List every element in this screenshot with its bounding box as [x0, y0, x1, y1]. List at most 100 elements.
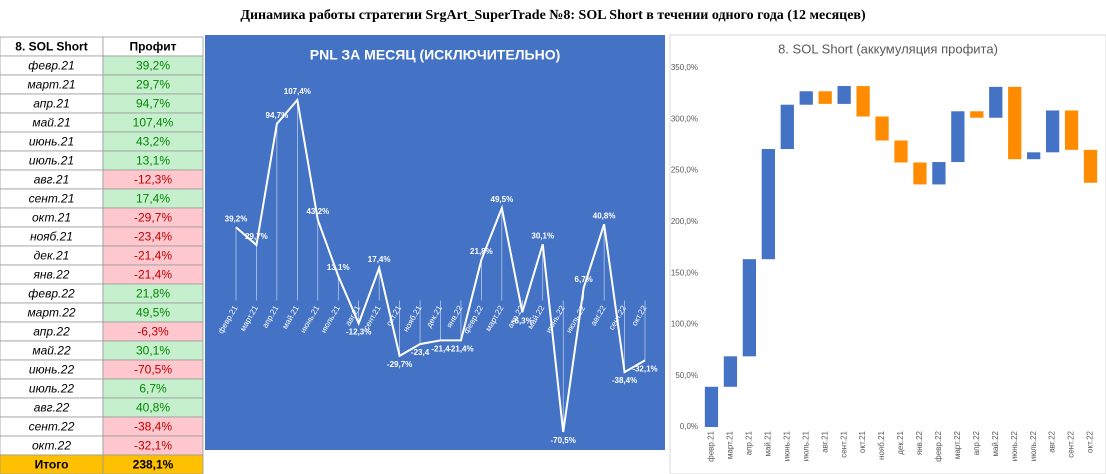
y-tick-label: 150,0% — [671, 268, 698, 277]
cell-text: Профит — [129, 40, 176, 54]
cell-text: 107,4% — [133, 116, 174, 130]
waterfall-bar — [1064, 110, 1079, 150]
cell-text: дек.21 — [34, 249, 70, 263]
cell-text: апр.22 — [33, 325, 70, 339]
data-label: -12,3% — [346, 327, 371, 336]
cell-text: май.22 — [32, 344, 71, 358]
waterfall-bar — [1027, 152, 1041, 160]
data-label: -70,5% — [551, 436, 576, 445]
data-label: -23,4 — [411, 348, 430, 357]
x-tick-label: сент.21 — [839, 430, 848, 457]
y-tick-label: 300,0% — [671, 114, 698, 123]
x-tick-label: окт.22 — [1086, 430, 1095, 452]
cell-text: май.21 — [32, 116, 70, 130]
chart-title: 8. SOL Short (аккумуляция профита) — [778, 41, 998, 56]
x-tick-label: апр.21 — [744, 430, 753, 455]
cell-text: 6,7% — [139, 382, 167, 396]
y-tick-label: 100,0% — [671, 320, 698, 329]
cell-text: 17,4% — [136, 192, 170, 206]
x-tick-label: нояб.21 — [877, 430, 886, 459]
cell-text: июль.22 — [29, 382, 75, 396]
cell-text: 29,7% — [136, 78, 170, 92]
x-tick-label: июль.22 — [1029, 430, 1038, 461]
cell-text: нояб.21 — [30, 230, 73, 244]
cell-text: июнь.21 — [29, 135, 74, 149]
cell-text: -70,5% — [134, 363, 172, 377]
cell-text: -32,1% — [134, 439, 172, 453]
x-tick-label: февр.21 — [707, 430, 716, 461]
chart-area — [205, 35, 665, 450]
waterfall-bar — [951, 111, 965, 163]
waterfall-bar — [704, 386, 719, 427]
cell-text: сент.21 — [29, 192, 75, 206]
waterfall-bar — [875, 116, 889, 141]
x-tick-label: авг.22 — [1048, 430, 1057, 452]
cell-text: Итого — [35, 458, 69, 472]
x-tick-label: июнь.22 — [1010, 430, 1019, 461]
waterfall-bar — [799, 91, 813, 105]
cell-text: апр.21 — [33, 97, 70, 111]
data-label: 30,1% — [531, 231, 554, 240]
waterfall-bar — [913, 162, 927, 185]
cell-text: 43,2% — [136, 135, 170, 149]
waterfall-bar — [837, 86, 851, 104]
cell-text: 49,5% — [136, 306, 170, 320]
waterfall-bar — [1083, 149, 1098, 183]
waterfall-bar — [894, 140, 908, 163]
cell-text: 94,7% — [136, 97, 170, 111]
cell-text: июль.21 — [29, 154, 74, 168]
data-label: 40,8% — [593, 211, 616, 220]
cell-text: -21,4% — [134, 268, 172, 282]
pnl-line — [235, 97, 646, 433]
cell-text: 21,8% — [136, 287, 170, 301]
data-label: 29,7% — [245, 232, 268, 241]
cell-text: -21,4% — [134, 249, 172, 263]
cell-text: сент.22 — [29, 420, 75, 434]
data-label: 6,7% — [575, 275, 593, 284]
data-label: 39,2% — [225, 214, 248, 223]
cell-text: 238,1% — [133, 458, 174, 472]
cell-text: 8. SOL Short — [15, 40, 87, 54]
data-label: 49,5% — [491, 195, 514, 204]
x-tick-label: февр.22 — [934, 430, 943, 461]
waterfall-bar — [780, 104, 794, 150]
data-label: -6,3% — [512, 316, 533, 325]
x-tick-label: июль.21 — [801, 430, 810, 461]
cell-text: февр.22 — [28, 287, 75, 301]
waterfall-bar — [970, 111, 984, 118]
waterfall-bar — [1045, 110, 1060, 153]
cell-text: -38,4% — [134, 420, 172, 434]
cell-text: авг.22 — [34, 401, 70, 415]
cell-text: 39,2% — [136, 59, 170, 73]
data-label: -32,1% — [632, 364, 657, 373]
y-tick-label: 350,0% — [671, 63, 698, 72]
x-tick-label: март.22 — [953, 430, 962, 459]
cell-text: авг.21 — [34, 173, 70, 187]
data-label: -21,4% — [448, 344, 473, 353]
chart-title: PNL ЗА МЕСЯЦ (ИСКЛЮЧИТЕЛЬНО) — [310, 47, 561, 63]
data-label: -38,4% — [612, 376, 637, 385]
waterfall-bar — [723, 356, 738, 387]
cell-text: янв.22 — [33, 268, 70, 282]
x-tick-label: май.22 — [991, 430, 1000, 456]
waterfall-bar — [742, 259, 757, 357]
cell-text: 40,8% — [136, 401, 170, 415]
cell-text: -29,7% — [134, 211, 172, 225]
x-tick-label: дек.21 — [896, 430, 905, 454]
y-tick-label: 50,0% — [675, 371, 698, 380]
data-label: -29,7% — [387, 360, 412, 369]
chart-area — [669, 34, 1106, 474]
waterfall-bar — [989, 86, 1003, 118]
x-tick-label: май.21 — [763, 430, 772, 456]
waterfall-bar — [818, 91, 832, 104]
waterfall-bar — [856, 86, 870, 117]
x-tick-label: янв.22 — [915, 430, 924, 455]
data-label: 17,4% — [368, 255, 391, 264]
data-label: -21,4 — [431, 344, 450, 353]
cell-text: -6,3% — [137, 325, 169, 339]
data-label: 94,7% — [266, 111, 289, 120]
x-tick-label: апр.22 — [972, 430, 981, 455]
y-tick-label: 200,0% — [671, 217, 698, 226]
y-tick-label: 0,0% — [680, 422, 698, 431]
